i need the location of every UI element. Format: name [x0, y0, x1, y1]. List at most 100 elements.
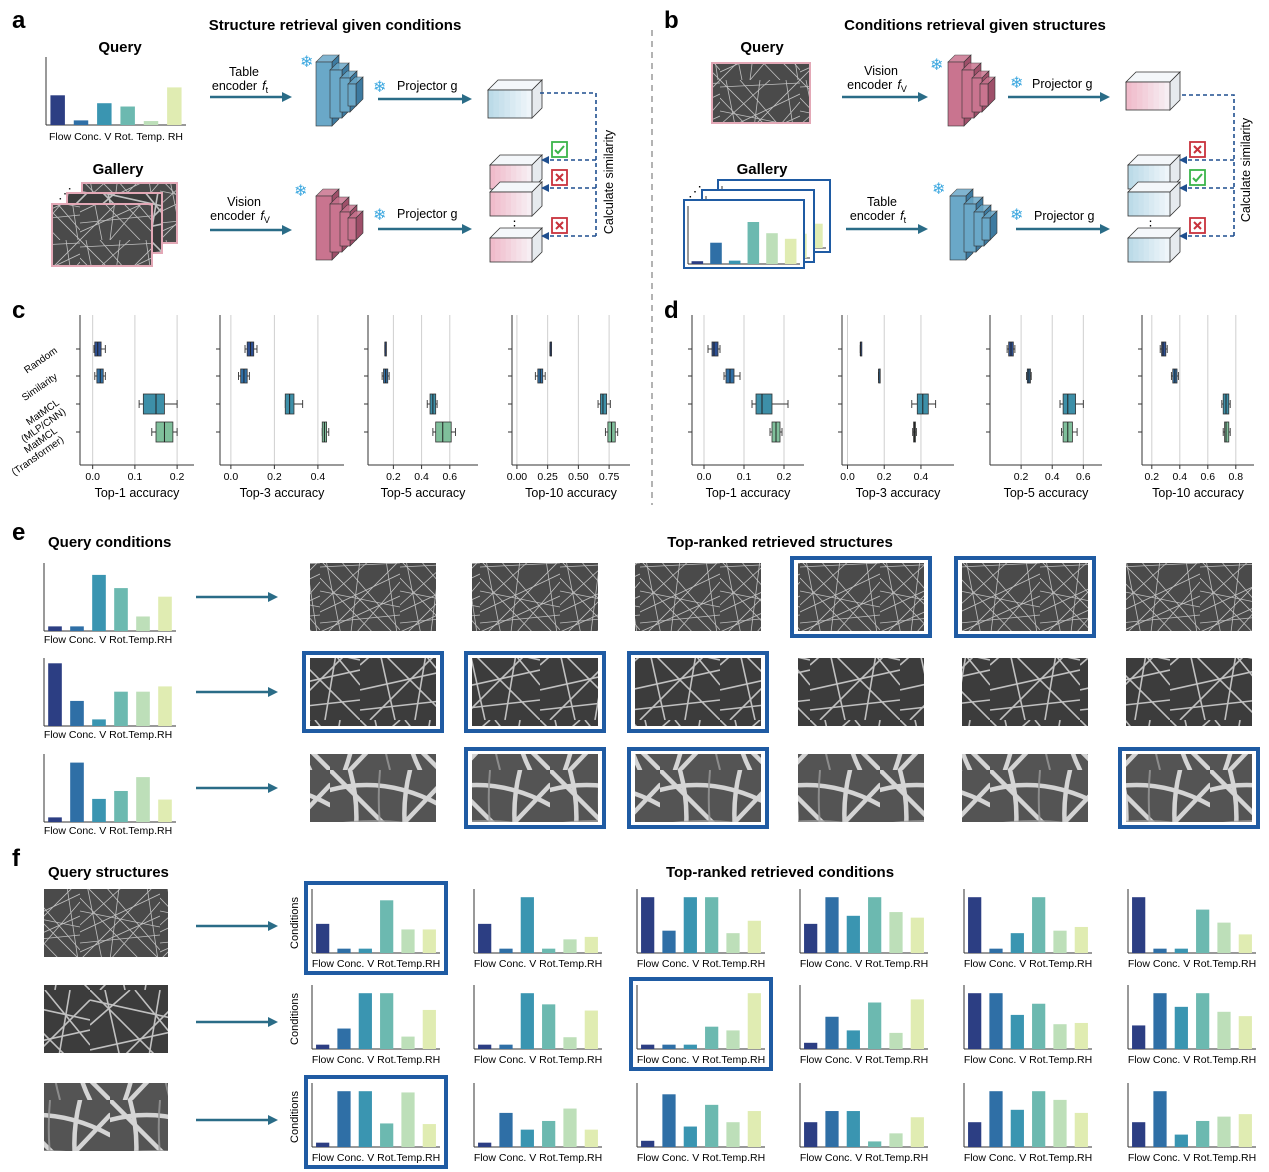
- panel-f-results-title: Top-ranked retrieved conditions: [666, 864, 894, 881]
- bar-rh: [158, 596, 172, 631]
- bar-temp: [726, 1122, 740, 1147]
- gallery-embedding-front-band: [500, 238, 507, 262]
- similarity-dashed-line: [1182, 94, 1235, 236]
- chart-axis-labels: Flow Conc. V Rot.Temp.RH: [44, 729, 172, 741]
- bar-flow: [316, 1044, 330, 1049]
- arrow-head: [268, 1115, 278, 1125]
- chart-axis-labels: Flow Conc. V Rot.Temp.RH: [312, 958, 440, 970]
- panel-a: a Structure retrieval given conditions Q…: [12, 7, 616, 267]
- cross-icon-glyph: [555, 173, 564, 182]
- table-encoder-line2: encoder ft: [850, 209, 907, 225]
- bar-conc: [337, 948, 351, 953]
- query-embedding-front-band: [1148, 82, 1154, 110]
- bar-conc: [825, 1111, 839, 1147]
- snowflake-icon: ❄: [300, 54, 313, 71]
- panel-e-rows: Flow Conc. V Rot.Temp.RH Flow Conc. V Rot…: [43, 556, 1260, 837]
- bar-temp: [136, 777, 150, 822]
- retrieved-condition-chart: Flow Conc. V Rot.Temp.RH: [473, 889, 602, 970]
- arrow-head: [462, 94, 472, 104]
- bar-conc: [1153, 993, 1167, 1049]
- bar-v: [520, 897, 534, 953]
- gallery-embedding-front-band: [505, 165, 512, 189]
- arrow-head: [282, 92, 292, 102]
- retrieved-structure-image: [1126, 563, 1252, 631]
- retrieved-condition-chart: Flow Conc. V Rot.Temp.RH: [629, 977, 773, 1071]
- bar-temp: [401, 929, 415, 953]
- x-axis-label: Top-1 accuracy: [95, 486, 181, 500]
- x-tick-label: 0.4: [414, 471, 429, 483]
- bar-rot: [1196, 993, 1210, 1049]
- arrow-head: [268, 687, 278, 697]
- similarity-arrow-head: [1179, 232, 1187, 240]
- retrieved-structure-image: [635, 658, 761, 726]
- bar-rot: [1196, 1120, 1210, 1147]
- table-encoder-line2: encoder ft: [212, 79, 269, 95]
- panel-d-boxplots: 0.0 0.1 0.2 Top-1 accuracy 0.0 0.2 0.4 Top-3 ac…: [688, 315, 1254, 500]
- bar-temp: [401, 1036, 415, 1049]
- chart-axis-labels: Flow Conc. V Rot.Temp.RH: [964, 1054, 1092, 1066]
- box: [142, 393, 165, 415]
- bar-temp: [889, 1133, 903, 1147]
- bar-rot: [542, 1004, 556, 1049]
- x-tick-label: 0.4: [311, 471, 326, 483]
- retrieved-structure-image: [1126, 658, 1252, 726]
- check-icon-glyph: [554, 145, 565, 155]
- gallery-embedding-front-band: [516, 238, 522, 262]
- x-axis-label: Top-1 accuracy: [706, 486, 792, 500]
- x-tick-label: 0.2: [1144, 471, 1159, 483]
- match-highlight-frame: [1118, 747, 1260, 829]
- retrieved-condition-chart: Flow Conc. V Rot.Temp.RH: [963, 1083, 1092, 1164]
- x-tick-label: 0.00: [507, 471, 528, 483]
- retrieved-condition-chart: Flow Conc. V Rot.Temp.RH: [473, 1083, 602, 1164]
- query-embedding-front-band: [521, 90, 527, 118]
- bar-rh: [1238, 1114, 1252, 1147]
- gallery-embedding-front-band: [1143, 238, 1150, 262]
- x-axis-label: Top-3 accuracy: [240, 486, 326, 500]
- query-embedding-front-band: [499, 90, 505, 118]
- encoder-layer-front: [947, 61, 965, 127]
- table-encoder-block: [949, 188, 998, 261]
- bar-flow: [316, 923, 330, 953]
- bar-rot: [542, 948, 556, 953]
- panel-c-boxplots: 0.0 0.1 0.2 Top-1 accuracy 0.0 0.2 0.4 Top-3 ac…: [76, 315, 630, 500]
- bar-flow: [968, 1122, 982, 1147]
- gallery-embedding-front-band: [1159, 165, 1166, 189]
- gallery-embedding-front-band: [1143, 192, 1150, 216]
- chart-axis-labels: Flow Conc. V Rot.Temp.RH: [1128, 958, 1256, 970]
- bar-flow: [804, 1042, 818, 1049]
- bar-rh: [811, 223, 823, 248]
- gallery-embedding-front-band: [495, 192, 501, 216]
- bar-temp: [726, 933, 740, 953]
- bar-rot: [868, 1002, 882, 1049]
- query-embedding-front-band: [515, 90, 522, 118]
- gallery-embedding-front-band: [1128, 192, 1134, 216]
- bar-rot: [1032, 1091, 1046, 1147]
- bar-rh: [422, 1009, 436, 1049]
- chart-axis-labels: Flow Conc. V Rot.Temp.RH: [44, 634, 172, 646]
- bar-v: [92, 719, 106, 726]
- chart-axis-labels: Flow Conc. V Rot.Temp.RH: [637, 1054, 765, 1066]
- x-tick-label: 0.0: [85, 471, 100, 483]
- gallery-embedding-front-band: [511, 192, 517, 216]
- x-tick-label: 0.6: [1076, 471, 1091, 483]
- retrieved-structure-image: [1126, 754, 1252, 822]
- bar-rot: [120, 106, 135, 125]
- bar-temp: [136, 691, 150, 726]
- retrieved-structure-image: [962, 658, 1088, 726]
- box: [1062, 393, 1076, 415]
- x-tick-label: 0.0: [224, 471, 239, 483]
- encoder-layer-front: [949, 195, 967, 261]
- query-structure-image: [44, 1083, 168, 1151]
- bar-conc: [662, 930, 676, 953]
- encoder-layer-front: [979, 83, 989, 107]
- bar-v: [1010, 1014, 1024, 1049]
- table-encoder-line1: Table: [229, 65, 259, 79]
- snowflake-icon: ❄: [1010, 207, 1023, 224]
- chart-axis-labels: Flow Conc. V Rot.Temp.RH: [312, 1152, 440, 1164]
- bar-v: [846, 1111, 860, 1147]
- bar-flow: [48, 626, 62, 631]
- snowflake-icon: ❄: [1010, 75, 1023, 92]
- bar-rot: [1196, 909, 1210, 953]
- x-axis-label: Top-5 accuracy: [381, 486, 467, 500]
- chart-y-label: Conditions: [289, 993, 301, 1045]
